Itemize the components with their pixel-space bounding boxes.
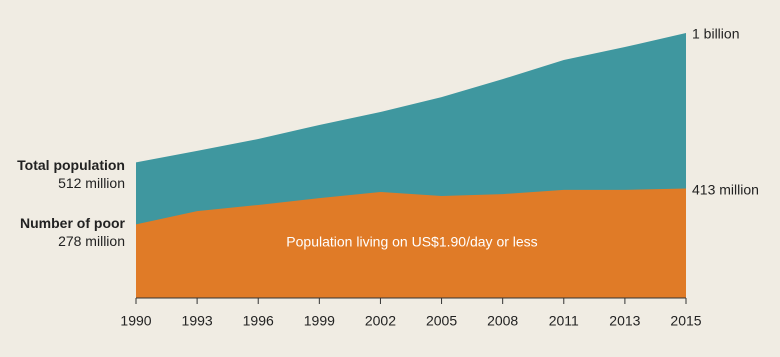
- value-label: 413 million: [692, 181, 759, 197]
- area: [136, 188, 686, 298]
- series-label: Number of poor: [20, 215, 126, 231]
- x-tick-label: 1993: [182, 313, 213, 329]
- x-tick-label: 2002: [365, 313, 396, 329]
- x-tick-label: 2015: [670, 313, 701, 329]
- value-label: 1 billion: [692, 26, 739, 42]
- value-label: 278 million: [58, 233, 125, 249]
- x-tick-label: 2011: [549, 313, 579, 329]
- x-tick-label: 2008: [487, 313, 518, 329]
- annotation: Population living on US$1.90/day or less: [286, 234, 537, 250]
- x-tick-label: 2013: [609, 313, 640, 329]
- x-tick-label: 1990: [120, 313, 151, 329]
- x-tick-label: 1996: [243, 313, 274, 329]
- value-label: 512 million: [58, 175, 125, 191]
- series-label: Total population: [17, 157, 125, 173]
- x-tick-label: 2005: [426, 313, 457, 329]
- x-tick-label: 1999: [304, 313, 335, 329]
